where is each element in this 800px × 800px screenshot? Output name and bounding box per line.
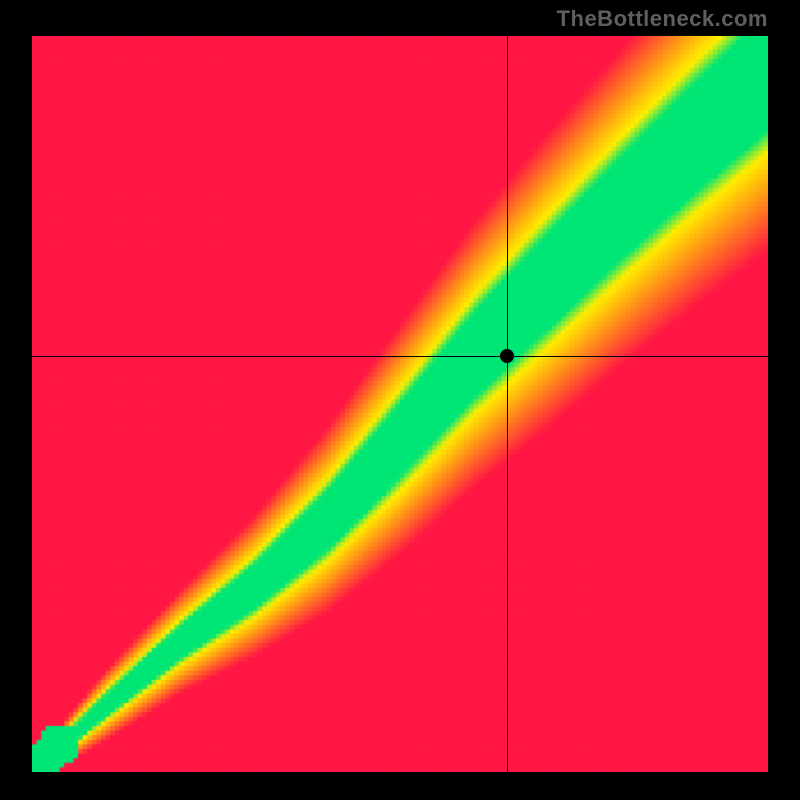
- crosshair-marker: [500, 349, 514, 363]
- watermark-text: TheBottleneck.com: [557, 6, 768, 32]
- plot-area: [32, 36, 768, 772]
- chart-container: TheBottleneck.com: [0, 0, 800, 800]
- crosshair-vertical: [507, 36, 508, 772]
- crosshair-horizontal: [32, 356, 768, 357]
- heatmap-canvas: [32, 36, 768, 772]
